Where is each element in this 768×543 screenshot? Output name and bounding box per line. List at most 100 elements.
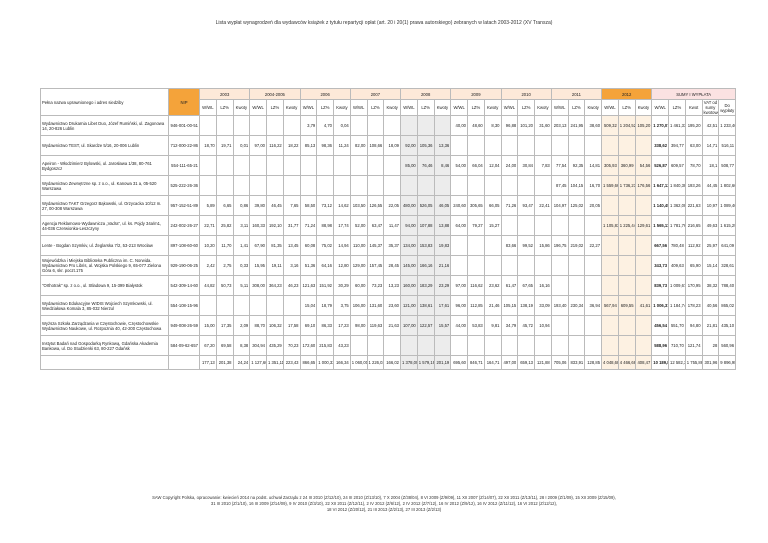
amount (215, 175, 234, 196)
total: 121,88 (534, 355, 552, 370)
recipient-name: Wydawnictwo Drukarnia Libet Duo, Józef R… (40, 115, 169, 136)
recipient-name: Wojewódzka i Miejska Biblioteka Publiczn… (40, 255, 169, 276)
amount (450, 235, 469, 256)
amount: 480,00 (400, 195, 418, 216)
amount: 17,61 (433, 295, 452, 316)
amount (517, 255, 536, 276)
nip: 554-111-65-21 (168, 155, 200, 176)
amount (534, 175, 552, 196)
amount: 2,09 (232, 315, 251, 336)
amount: 70,23 (282, 335, 301, 356)
amount: 66,05 (483, 195, 502, 216)
amount (299, 155, 318, 176)
amount: 157,45 (366, 255, 385, 276)
amount: 67,20 (199, 335, 217, 356)
subheader: Kwot (684, 99, 703, 116)
amount: 28,45 (383, 255, 402, 276)
table-row: Wydawnictwo TEST, ul. Skardze 5/16, 20-0… (40, 135, 737, 156)
amount: 25,97 (701, 235, 720, 256)
amount: 35,37 (383, 235, 402, 256)
amount: 88,98 (316, 215, 335, 236)
amount: 15,27 (483, 215, 502, 236)
subheader: Kwoty (232, 99, 251, 116)
amount: 160,00 (400, 275, 418, 296)
amount (450, 135, 469, 156)
amount: 97,00 (450, 275, 469, 296)
amount: 15,04 (299, 295, 318, 316)
amount (433, 115, 452, 136)
amount: 15,57 (433, 315, 452, 336)
amount (517, 175, 536, 196)
total: 1 127,60 (249, 355, 267, 370)
amount (199, 295, 217, 316)
amount: 203,13 (550, 115, 569, 136)
amount: 125,02 (567, 195, 586, 216)
subheader: LZ% (517, 99, 536, 116)
amount: 138,61 (416, 295, 435, 316)
amount (634, 315, 653, 336)
amount (249, 295, 267, 316)
amount (517, 335, 536, 356)
total: 866,65 (299, 355, 318, 370)
subheader: LZ% (617, 99, 636, 116)
blank (40, 355, 169, 370)
amount: 63,00 (684, 135, 703, 156)
nip: 554-108-15-96 (168, 295, 200, 316)
footer: SAW Copyright Polska, opracowanie: kwiec… (0, 495, 768, 513)
amount: 1,41 (232, 235, 251, 256)
recipient-name: Wydawnictwo Zewnętrzne sp. z o.o., ul. K… (40, 175, 169, 196)
amount: 50,73 (215, 275, 234, 296)
amount (383, 175, 402, 196)
amount (366, 335, 385, 356)
amount (500, 335, 519, 356)
amount: 343,73 (651, 255, 670, 276)
amount: 192,10 (266, 215, 284, 236)
amount (433, 175, 452, 196)
amount (601, 135, 619, 156)
total: 128,85 (584, 355, 603, 370)
amount: 1 615,29 (718, 215, 737, 236)
amount: 166,16 (416, 255, 435, 276)
amount: 138,19 (517, 295, 536, 316)
amount (282, 115, 301, 136)
total: 166,34 (333, 355, 351, 370)
amount: 129,00 (349, 255, 368, 276)
nip: 542-309-14-60 (168, 275, 200, 296)
amount: 4,70 (316, 115, 335, 136)
amount (567, 255, 586, 276)
amount (400, 335, 418, 356)
amount: 193,40 (550, 295, 569, 316)
amount (483, 135, 502, 156)
amount: 18,09 (383, 135, 402, 156)
amount: 108,66 (366, 135, 385, 156)
amount (249, 175, 267, 196)
amount (299, 175, 318, 196)
amount: 215,83 (316, 335, 335, 356)
amount (634, 335, 653, 356)
amount: 31,77 (282, 215, 301, 236)
amount: 121,74 (684, 335, 703, 356)
header-year: 2011 (550, 88, 603, 100)
amount (450, 255, 469, 276)
amount: 526,05 (416, 195, 435, 216)
table-row: Wydawnictwo Zewnętrzne sp. z o.o., ul. K… (40, 175, 737, 196)
amount (266, 295, 284, 316)
amount (567, 135, 586, 156)
amount: 516,11 (718, 135, 737, 156)
amount: 0,01 (232, 135, 251, 156)
amount: 60,08 (299, 235, 318, 256)
table-row: Instytut Badań nad Gospodarką Rynkową, G… (40, 335, 737, 356)
amount: 2,42 (199, 255, 217, 276)
total: 1 579,19 (416, 355, 435, 370)
amount: 60,00 (349, 275, 368, 296)
amount: 1 233,46 (718, 115, 737, 136)
amount (383, 115, 402, 136)
amount: 1 140,45 (651, 195, 670, 216)
amount: 22,41 (534, 195, 552, 216)
subheader: VAT od sumy kwotowej (701, 99, 720, 116)
amount (333, 175, 351, 196)
amount: 107,00 (400, 315, 418, 336)
amount: 145,00 (400, 255, 418, 276)
amount: 170,95 (684, 275, 703, 296)
amount: 121,63 (299, 275, 318, 296)
